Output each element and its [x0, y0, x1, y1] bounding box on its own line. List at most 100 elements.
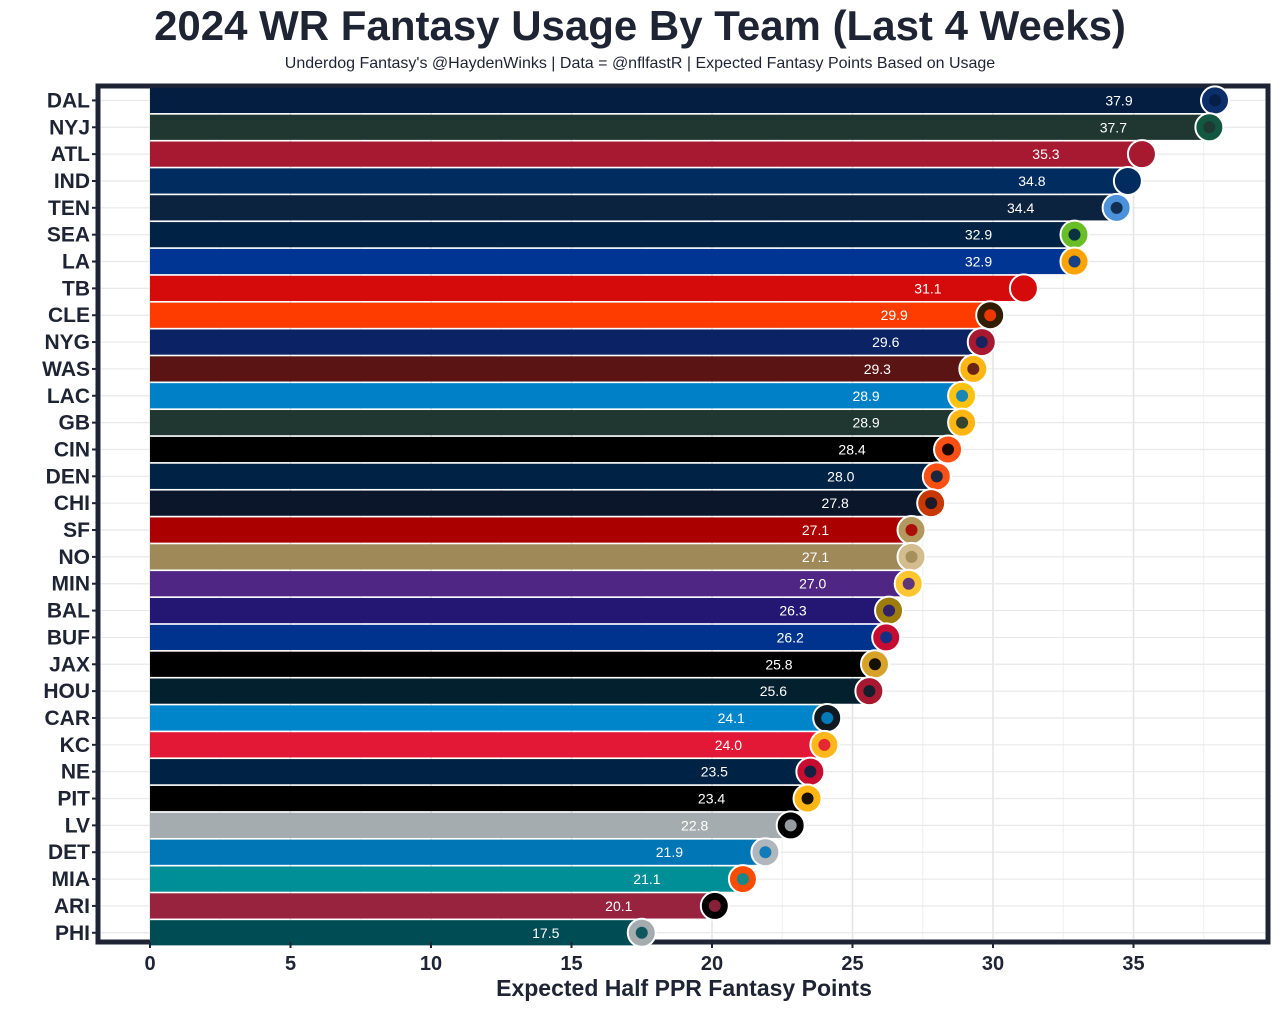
y-tick-label-tb: TB — [62, 277, 90, 300]
team-logo-hou — [854, 676, 885, 707]
y-tick-label-jax: JAX — [49, 653, 90, 676]
y-tick-label-sf: SF — [63, 519, 90, 542]
value-label-la: 32.9 — [965, 254, 992, 270]
bar-ari — [150, 893, 715, 919]
value-label-sf: 27.1 — [802, 522, 829, 538]
bar-atl — [150, 141, 1142, 167]
value-label-atl: 35.3 — [1032, 146, 1059, 162]
value-label-den: 28.0 — [827, 468, 854, 484]
bar-gb — [150, 410, 963, 436]
y-tick-label-mia: MIA — [52, 868, 91, 891]
x-axis-ticks: 0 5 10 15 20 25 30 35 — [144, 942, 1145, 975]
team-logo-lv — [775, 810, 806, 841]
x-tick-label-10: 10 — [420, 953, 442, 975]
value-label-kc: 24.0 — [715, 737, 742, 753]
team-logo-lac — [947, 380, 978, 411]
bars — [150, 87, 1215, 946]
bar-pit — [150, 785, 808, 812]
team-logo-gb — [947, 407, 978, 438]
team-logo-tb — [1008, 273, 1039, 304]
chart-title: 2024 WR Fantasy Usage By Team (Last 4 We… — [154, 2, 1126, 49]
y-tick-label-det: DET — [48, 841, 90, 864]
y-tick-label-atl: ATL — [51, 143, 90, 166]
chart-subtitle: Underdog Fantasy's @HaydenWinks | Data =… — [284, 55, 996, 72]
x-tick-label-15: 15 — [560, 953, 582, 975]
bar-mia — [150, 866, 743, 892]
bar-sea — [150, 222, 1075, 248]
bar-chi — [150, 490, 932, 516]
y-tick-label-pit: PIT — [57, 788, 90, 811]
bar-bal — [150, 597, 890, 624]
y-tick-label-was: WAS — [42, 358, 90, 381]
y-tick-label-hou: HOU — [43, 680, 90, 703]
bar-tb — [150, 275, 1024, 301]
x-tick-label-30: 30 — [982, 953, 1004, 975]
bar-cle — [150, 302, 991, 328]
bar-sf — [150, 517, 912, 543]
team-logo-min — [893, 568, 924, 599]
y-tick-label-chi: CHI — [54, 492, 90, 515]
bar-ind — [150, 168, 1128, 194]
value-label-phi: 17.5 — [532, 925, 559, 941]
bar-ten — [150, 195, 1117, 221]
bar-lv — [150, 812, 791, 838]
value-label-bal: 26.3 — [779, 603, 806, 619]
value-label-tb: 31.1 — [914, 280, 941, 296]
value-label-mia: 21.1 — [633, 871, 660, 887]
y-tick-label-gb: GB — [59, 412, 91, 435]
y-tick-label-lac: LAC — [47, 385, 90, 408]
bar-car — [150, 705, 828, 731]
value-label-was: 29.3 — [864, 361, 891, 377]
y-tick-label-no: NO — [59, 546, 91, 569]
bar-nyg — [150, 329, 982, 355]
value-label-no: 27.1 — [802, 549, 829, 565]
value-label-ind: 34.8 — [1018, 173, 1045, 189]
y-tick-label-cin: CIN — [54, 438, 90, 461]
y-tick-label-car: CAR — [45, 707, 91, 730]
team-logo-sea — [1059, 219, 1090, 250]
value-label-ten: 34.4 — [1007, 200, 1034, 216]
team-logo-no — [896, 541, 927, 572]
bar-was — [150, 356, 974, 382]
value-label-chi: 27.8 — [822, 495, 849, 511]
value-label-car: 24.1 — [718, 710, 745, 726]
value-label-nyj: 37.7 — [1100, 119, 1127, 135]
team-logo-pit — [792, 783, 823, 814]
y-tick-label-dal: DAL — [47, 89, 90, 112]
x-tick-label-5: 5 — [285, 953, 296, 975]
bar-den — [150, 463, 937, 489]
y-tick-label-ind: IND — [54, 170, 90, 193]
bar-phi — [150, 920, 642, 946]
team-logo-nyg — [966, 327, 997, 358]
x-axis-title: Expected Half PPR Fantasy Points — [496, 975, 872, 1001]
team-logo-kc — [809, 729, 840, 760]
bar-dal — [150, 87, 1215, 114]
team-logo-nyj — [1194, 112, 1225, 143]
value-label-buf: 26.2 — [777, 629, 804, 645]
y-tick-label-nyg: NYG — [44, 331, 90, 354]
bar-kc — [150, 732, 825, 758]
value-label-dal: 37.9 — [1105, 92, 1132, 108]
team-logos — [626, 85, 1230, 948]
y-tick-label-bal: BAL — [47, 600, 90, 623]
team-logo-jax — [859, 649, 890, 680]
bar-lac — [150, 383, 963, 409]
value-label-cin: 28.4 — [838, 441, 865, 457]
y-tick-label-lv: LV — [65, 814, 90, 837]
y-axis-labels: DAL NYJ ATL IND TEN SEA LA TB CLE NYG WAS LAC GB CIN D… — [42, 89, 98, 945]
y-tick-label-buf: BUF — [47, 626, 90, 649]
team-logo-dal — [1199, 85, 1230, 116]
value-label-jax: 25.8 — [765, 656, 792, 672]
bar-ne — [150, 759, 811, 785]
bar-no — [150, 544, 912, 570]
y-tick-label-min: MIN — [52, 573, 91, 596]
team-logo-den — [921, 461, 952, 492]
x-tick-label-0: 0 — [144, 953, 155, 975]
bar-nyj — [150, 114, 1210, 140]
x-tick-label-20: 20 — [701, 953, 723, 975]
value-label-min: 27.0 — [799, 576, 826, 592]
bar-cin — [150, 436, 949, 463]
x-tick-label-25: 25 — [841, 953, 863, 975]
value-label-pit: 23.4 — [698, 791, 725, 807]
